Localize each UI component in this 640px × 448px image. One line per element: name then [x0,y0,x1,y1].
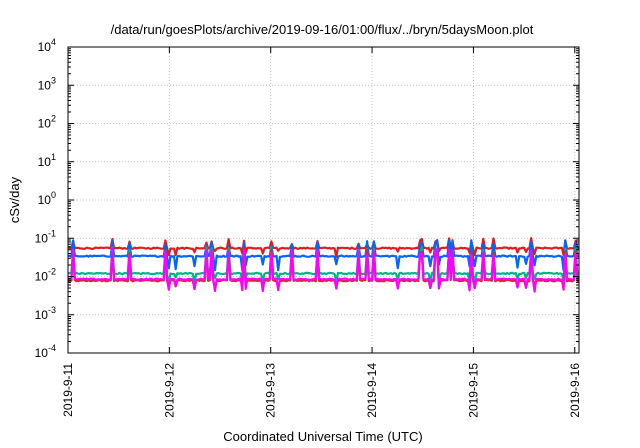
x-tick-labels: 2019-9-11 2019-9-12 2019-9-13 2019-9-14 2019… [61,363,582,418]
y-tick-label: 103 [38,75,56,92]
y-tick-label: 101 [38,152,56,169]
series-line-1 [67,237,580,258]
x-tick-label: 2019-9-12 [162,363,176,418]
y-tick-label: 100 [38,190,56,207]
y-tick-label: 10-3 [35,305,56,322]
series-layer [67,237,580,293]
series-line-2 [67,238,580,272]
x-axis-label: Coordinated Universal Time (UTC) [223,429,422,444]
y-tick-label: 10-1 [35,228,56,245]
x-tick-label: 2019-9-15 [466,363,480,418]
x-tick-label: 2019-9-16 [568,363,582,418]
x-tick-label: 2019-9-13 [264,363,278,418]
chart-title: /data/run/goesPlots/archive/2019-09-16/0… [111,22,534,37]
y-tick-label: 102 [38,114,56,131]
x-tick-label: 2019-9-14 [365,363,379,418]
y-tick-label: 104 [38,37,56,54]
y-axis-label: cSv/day [7,176,22,223]
y-tick-labels: 10-4 10-3 10-2 10-1 100 101 102 103 104 [35,37,56,360]
y-tick-label: 10-4 [35,343,56,360]
grid [68,47,579,353]
x-tick-label: 2019-9-11 [61,363,75,417]
y-tick-label: 10-2 [35,267,56,284]
ticks [67,46,579,354]
series-line-5 [67,247,580,293]
